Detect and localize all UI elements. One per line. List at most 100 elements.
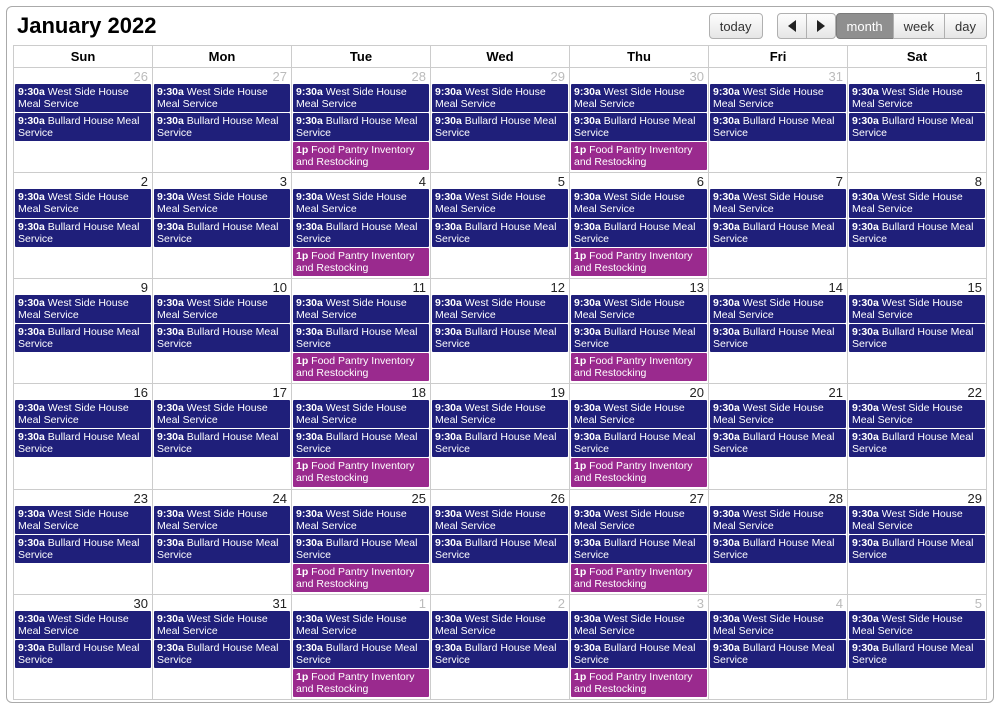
calendar-event[interactable]: 9:30a West Side House Meal Service (154, 189, 290, 217)
calendar-event[interactable]: 9:30a Bullard House Meal Service (710, 640, 846, 668)
calendar-event[interactable]: 9:30a West Side House Meal Service (15, 611, 151, 639)
calendar-event[interactable]: 9:30a Bullard House Meal Service (849, 219, 985, 247)
calendar-event[interactable]: 9:30a Bullard House Meal Service (15, 324, 151, 352)
calendar-day-cell[interactable]: 129:30a West Side House Meal Service9:30… (431, 278, 570, 383)
calendar-day-cell[interactable]: 319:30a West Side House Meal Service9:30… (153, 594, 292, 699)
calendar-event[interactable]: 9:30a Bullard House Meal Service (154, 324, 290, 352)
calendar-day-cell[interactable]: 189:30a West Side House Meal Service9:30… (292, 384, 431, 489)
calendar-event[interactable]: 9:30a West Side House Meal Service (154, 400, 290, 428)
calendar-event[interactable]: 1p Food Pantry Inventory and Restocking (571, 458, 707, 486)
today-button[interactable]: today (709, 13, 763, 39)
calendar-event[interactable]: 9:30a West Side House Meal Service (849, 189, 985, 217)
calendar-event[interactable]: 1p Food Pantry Inventory and Restocking (293, 248, 429, 276)
calendar-day-cell[interactable]: 199:30a West Side House Meal Service9:30… (431, 384, 570, 489)
calendar-day-cell[interactable]: 269:30a West Side House Meal Service9:30… (431, 489, 570, 594)
calendar-event[interactable]: 9:30a Bullard House Meal Service (432, 429, 568, 457)
calendar-event[interactable]: 9:30a West Side House Meal Service (849, 611, 985, 639)
calendar-event[interactable]: 9:30a Bullard House Meal Service (293, 535, 429, 563)
calendar-event[interactable]: 1p Food Pantry Inventory and Restocking (571, 669, 707, 697)
calendar-day-cell[interactable]: 29:30a West Side House Meal Service9:30a… (14, 173, 153, 278)
calendar-event[interactable]: 9:30a Bullard House Meal Service (571, 640, 707, 668)
view-week-button[interactable]: week (893, 13, 945, 39)
calendar-day-cell[interactable]: 279:30a West Side House Meal Service9:30… (153, 68, 292, 173)
calendar-event[interactable]: 9:30a Bullard House Meal Service (154, 640, 290, 668)
calendar-event[interactable]: 9:30a Bullard House Meal Service (849, 535, 985, 563)
calendar-day-cell[interactable]: 179:30a West Side House Meal Service9:30… (153, 384, 292, 489)
calendar-event[interactable]: 9:30a West Side House Meal Service (710, 611, 846, 639)
calendar-event[interactable]: 9:30a Bullard House Meal Service (154, 219, 290, 247)
calendar-event[interactable]: 9:30a Bullard House Meal Service (432, 640, 568, 668)
calendar-event[interactable]: 9:30a Bullard House Meal Service (710, 113, 846, 141)
calendar-day-cell[interactable]: 289:30a West Side House Meal Service9:30… (709, 489, 848, 594)
calendar-day-cell[interactable]: 299:30a West Side House Meal Service9:30… (431, 68, 570, 173)
calendar-event[interactable]: 9:30a West Side House Meal Service (293, 189, 429, 217)
view-month-button[interactable]: month (836, 13, 894, 39)
calendar-event[interactable]: 1p Food Pantry Inventory and Restocking (293, 142, 429, 170)
calendar-event[interactable]: 9:30a West Side House Meal Service (849, 295, 985, 323)
calendar-day-cell[interactable]: 59:30a West Side House Meal Service9:30a… (848, 594, 987, 699)
calendar-event[interactable]: 9:30a West Side House Meal Service (849, 506, 985, 534)
calendar-event[interactable]: 9:30a West Side House Meal Service (15, 84, 151, 112)
calendar-day-cell[interactable]: 289:30a West Side House Meal Service9:30… (292, 68, 431, 173)
calendar-day-cell[interactable]: 69:30a West Side House Meal Service9:30a… (570, 173, 709, 278)
calendar-event[interactable]: 9:30a West Side House Meal Service (849, 400, 985, 428)
calendar-event[interactable]: 1p Food Pantry Inventory and Restocking (293, 669, 429, 697)
calendar-event[interactable]: 9:30a West Side House Meal Service (293, 611, 429, 639)
calendar-event[interactable]: 9:30a West Side House Meal Service (432, 611, 568, 639)
calendar-event[interactable]: 9:30a Bullard House Meal Service (849, 640, 985, 668)
calendar-event[interactable]: 9:30a Bullard House Meal Service (154, 429, 290, 457)
calendar-event[interactable]: 9:30a Bullard House Meal Service (849, 324, 985, 352)
calendar-event[interactable]: 9:30a Bullard House Meal Service (293, 113, 429, 141)
calendar-event[interactable]: 9:30a West Side House Meal Service (154, 506, 290, 534)
calendar-day-cell[interactable]: 19:30a West Side House Meal Service9:30a… (848, 68, 987, 173)
calendar-day-cell[interactable]: 249:30a West Side House Meal Service9:30… (153, 489, 292, 594)
calendar-event[interactable]: 9:30a Bullard House Meal Service (432, 219, 568, 247)
calendar-day-cell[interactable]: 279:30a West Side House Meal Service9:30… (570, 489, 709, 594)
calendar-event[interactable]: 9:30a Bullard House Meal Service (571, 219, 707, 247)
calendar-day-cell[interactable]: 19:30a West Side House Meal Service9:30a… (292, 594, 431, 699)
calendar-event[interactable]: 9:30a Bullard House Meal Service (710, 429, 846, 457)
calendar-event[interactable]: 9:30a Bullard House Meal Service (571, 535, 707, 563)
calendar-event[interactable]: 9:30a West Side House Meal Service (432, 295, 568, 323)
calendar-day-cell[interactable]: 29:30a West Side House Meal Service9:30a… (431, 594, 570, 699)
calendar-event[interactable]: 9:30a Bullard House Meal Service (293, 429, 429, 457)
calendar-event[interactable]: 9:30a West Side House Meal Service (571, 506, 707, 534)
calendar-day-cell[interactable]: 309:30a West Side House Meal Service9:30… (570, 68, 709, 173)
calendar-event[interactable]: 9:30a West Side House Meal Service (154, 295, 290, 323)
calendar-day-cell[interactable]: 169:30a West Side House Meal Service9:30… (14, 384, 153, 489)
calendar-event[interactable]: 9:30a West Side House Meal Service (432, 506, 568, 534)
prev-button[interactable] (777, 13, 807, 39)
calendar-event[interactable]: 9:30a West Side House Meal Service (710, 189, 846, 217)
calendar-day-cell[interactable]: 239:30a West Side House Meal Service9:30… (14, 489, 153, 594)
calendar-event[interactable]: 9:30a West Side House Meal Service (432, 189, 568, 217)
calendar-event[interactable]: 9:30a West Side House Meal Service (293, 84, 429, 112)
calendar-event[interactable]: 9:30a Bullard House Meal Service (432, 324, 568, 352)
calendar-day-cell[interactable]: 89:30a West Side House Meal Service9:30a… (848, 173, 987, 278)
view-day-button[interactable]: day (944, 13, 987, 39)
calendar-day-cell[interactable]: 299:30a West Side House Meal Service9:30… (848, 489, 987, 594)
calendar-event[interactable]: 9:30a Bullard House Meal Service (571, 324, 707, 352)
calendar-event[interactable]: 9:30a West Side House Meal Service (710, 400, 846, 428)
calendar-event[interactable]: 9:30a Bullard House Meal Service (15, 219, 151, 247)
calendar-day-cell[interactable]: 49:30a West Side House Meal Service9:30a… (709, 594, 848, 699)
calendar-day-cell[interactable]: 269:30a West Side House Meal Service9:30… (14, 68, 153, 173)
calendar-event[interactable]: 9:30a Bullard House Meal Service (154, 535, 290, 563)
calendar-day-cell[interactable]: 109:30a West Side House Meal Service9:30… (153, 278, 292, 383)
calendar-event[interactable]: 9:30a Bullard House Meal Service (710, 535, 846, 563)
calendar-event[interactable]: 9:30a West Side House Meal Service (571, 611, 707, 639)
calendar-event[interactable]: 9:30a West Side House Meal Service (293, 400, 429, 428)
calendar-event[interactable]: 1p Food Pantry Inventory and Restocking (571, 142, 707, 170)
calendar-event[interactable]: 1p Food Pantry Inventory and Restocking (571, 353, 707, 381)
calendar-event[interactable]: 9:30a West Side House Meal Service (571, 400, 707, 428)
calendar-day-cell[interactable]: 259:30a West Side House Meal Service9:30… (292, 489, 431, 594)
calendar-day-cell[interactable]: 39:30a West Side House Meal Service9:30a… (153, 173, 292, 278)
calendar-event[interactable]: 1p Food Pantry Inventory and Restocking (293, 458, 429, 486)
calendar-event[interactable]: 9:30a West Side House Meal Service (710, 295, 846, 323)
calendar-event[interactable]: 9:30a West Side House Meal Service (15, 400, 151, 428)
calendar-day-cell[interactable]: 119:30a West Side House Meal Service9:30… (292, 278, 431, 383)
calendar-day-cell[interactable]: 219:30a West Side House Meal Service9:30… (709, 384, 848, 489)
calendar-event[interactable]: 9:30a Bullard House Meal Service (15, 535, 151, 563)
calendar-event[interactable]: 9:30a West Side House Meal Service (432, 84, 568, 112)
calendar-event[interactable]: 9:30a West Side House Meal Service (849, 84, 985, 112)
calendar-event[interactable]: 9:30a Bullard House Meal Service (432, 535, 568, 563)
